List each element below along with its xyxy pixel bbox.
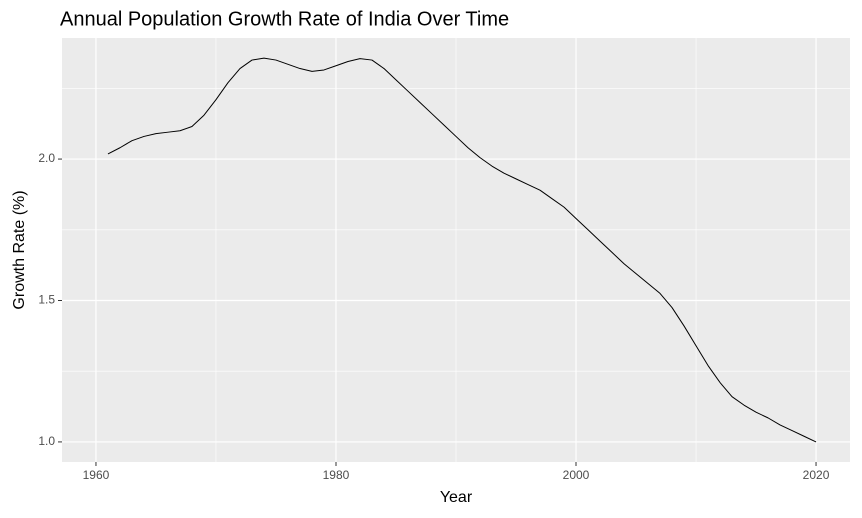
- y-tick-label: 1.0: [38, 434, 55, 448]
- x-tick-label: 1960: [83, 468, 110, 482]
- x-tick-label: 2020: [803, 468, 830, 482]
- x-axis-title: Year: [440, 489, 473, 506]
- x-tick-label: 1980: [323, 468, 350, 482]
- y-axis-title: Growth Rate (%): [11, 190, 28, 309]
- y-tick-label: 2.0: [38, 151, 55, 165]
- y-tick-label: 1.5: [38, 293, 55, 307]
- data-line: [107, 57, 817, 443]
- chart-title: Annual Population Growth Rate of India O…: [60, 8, 509, 30]
- x-tick-label: 2000: [563, 468, 590, 482]
